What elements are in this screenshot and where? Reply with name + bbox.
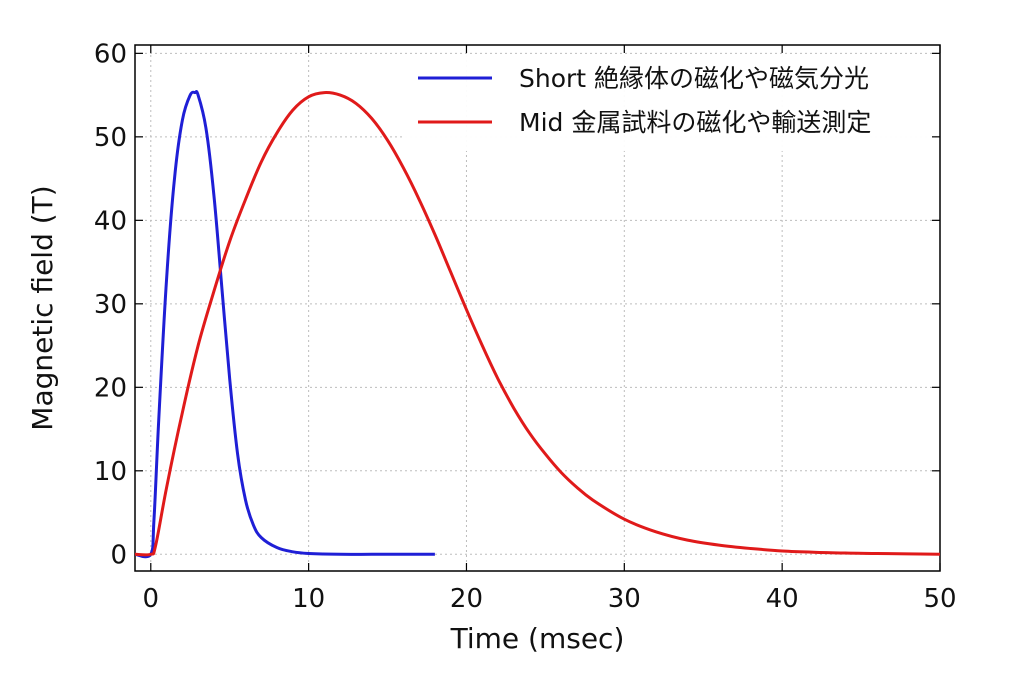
x-tick-label: 40 xyxy=(766,584,799,614)
legend-label: Short 絶縁体の磁化や磁気分光 xyxy=(519,64,869,93)
y-tick-label: 10 xyxy=(94,457,127,487)
y-tick-label: 0 xyxy=(110,540,127,570)
series-lines xyxy=(135,90,940,559)
y-tick-label: 50 xyxy=(94,123,127,153)
y-tick-label: 30 xyxy=(94,290,127,320)
x-tick-label: 10 xyxy=(292,584,325,614)
series-line-mid xyxy=(135,91,940,557)
y-axis-label: Magnetic field (T) xyxy=(26,185,59,430)
legend: Short 絶縁体の磁化や磁気分光 Mid 金属試料の磁化や輸送測定 xyxy=(405,55,932,151)
series-line-short xyxy=(135,90,435,559)
y-tick-label: 40 xyxy=(94,206,127,236)
legend-label: Mid 金属試料の磁化や輸送測定 xyxy=(519,108,871,137)
x-tick-label: 20 xyxy=(450,584,483,614)
legend-box xyxy=(405,55,932,151)
x-tick-label: 30 xyxy=(608,584,641,614)
y-tick-label: 60 xyxy=(94,39,127,69)
y-tick-label: 20 xyxy=(94,373,127,403)
plot-frame xyxy=(134,44,941,572)
axis-ticks: 0 10 20 30 40 50 0 10 20 30 40 50 60 xyxy=(94,39,957,614)
x-tick-label: 50 xyxy=(923,584,956,614)
x-tick-label: 0 xyxy=(143,584,160,614)
x-axis-label: Time (msec) xyxy=(450,622,625,655)
